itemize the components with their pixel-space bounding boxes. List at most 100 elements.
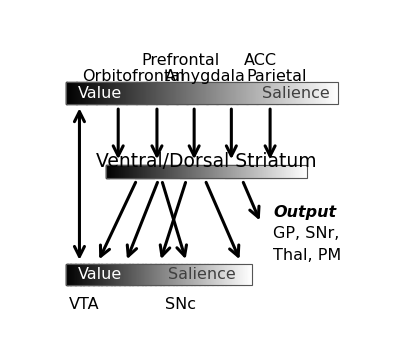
- Bar: [282, 82, 283, 104]
- Bar: [227, 82, 228, 104]
- Bar: [186, 264, 187, 284]
- Bar: [133, 264, 134, 284]
- Bar: [219, 165, 220, 178]
- Bar: [161, 264, 162, 284]
- Bar: [263, 82, 264, 104]
- Bar: [175, 264, 176, 284]
- Bar: [80, 82, 81, 104]
- Bar: [126, 82, 128, 104]
- Bar: [267, 82, 268, 104]
- Bar: [178, 264, 179, 284]
- Bar: [70, 264, 71, 284]
- Bar: [306, 82, 307, 104]
- FancyArrowPatch shape: [189, 109, 199, 156]
- Bar: [119, 82, 120, 104]
- Bar: [167, 264, 168, 284]
- Bar: [223, 165, 224, 178]
- Bar: [247, 82, 248, 104]
- Bar: [173, 264, 174, 284]
- Bar: [85, 264, 86, 284]
- Bar: [322, 82, 323, 104]
- Bar: [141, 264, 142, 284]
- Bar: [246, 82, 247, 104]
- Bar: [291, 165, 292, 178]
- Bar: [303, 82, 304, 104]
- Bar: [201, 264, 202, 284]
- Bar: [232, 264, 233, 284]
- Bar: [134, 264, 135, 284]
- Bar: [169, 165, 170, 178]
- Bar: [282, 165, 283, 178]
- Bar: [161, 82, 162, 104]
- Bar: [111, 264, 112, 284]
- Bar: [135, 264, 136, 284]
- Bar: [139, 82, 140, 104]
- Bar: [192, 165, 193, 178]
- Bar: [253, 165, 254, 178]
- Bar: [220, 165, 221, 178]
- Bar: [337, 82, 338, 104]
- Bar: [205, 82, 206, 104]
- Bar: [316, 82, 317, 104]
- Bar: [209, 264, 210, 284]
- Bar: [135, 165, 136, 178]
- Bar: [238, 165, 239, 178]
- Bar: [245, 165, 246, 178]
- Bar: [331, 82, 332, 104]
- Bar: [188, 82, 189, 104]
- Bar: [283, 82, 284, 104]
- Bar: [67, 82, 68, 104]
- Bar: [129, 264, 130, 284]
- Bar: [125, 264, 126, 284]
- Bar: [260, 165, 261, 178]
- Bar: [137, 82, 138, 104]
- Bar: [72, 264, 73, 284]
- Bar: [172, 165, 173, 178]
- Bar: [121, 264, 122, 284]
- Bar: [265, 82, 266, 104]
- Bar: [156, 82, 158, 104]
- Bar: [128, 82, 129, 104]
- Bar: [253, 82, 254, 104]
- Bar: [313, 82, 314, 104]
- Bar: [204, 165, 205, 178]
- Bar: [249, 165, 250, 178]
- Bar: [238, 82, 239, 104]
- Bar: [74, 82, 75, 104]
- Bar: [284, 165, 285, 178]
- Bar: [136, 264, 137, 284]
- Bar: [216, 82, 218, 104]
- Bar: [142, 264, 143, 284]
- Bar: [141, 165, 142, 178]
- Bar: [157, 165, 158, 178]
- Bar: [211, 264, 212, 284]
- Bar: [204, 165, 205, 178]
- Bar: [262, 82, 263, 104]
- Bar: [228, 82, 229, 104]
- Bar: [118, 165, 119, 178]
- Bar: [122, 264, 123, 284]
- Bar: [174, 165, 175, 178]
- Bar: [181, 264, 182, 284]
- Bar: [212, 165, 213, 178]
- Bar: [166, 82, 168, 104]
- Bar: [225, 82, 226, 104]
- Bar: [278, 82, 279, 104]
- Bar: [298, 82, 299, 104]
- Bar: [216, 264, 217, 284]
- Text: Amygdala: Amygdala: [164, 69, 246, 84]
- Bar: [121, 165, 122, 178]
- Bar: [245, 264, 246, 284]
- Bar: [298, 165, 299, 178]
- Bar: [236, 82, 237, 104]
- Bar: [296, 165, 297, 178]
- Bar: [118, 165, 119, 178]
- Bar: [104, 82, 105, 104]
- Bar: [215, 82, 216, 104]
- Bar: [89, 82, 90, 104]
- Bar: [181, 165, 182, 178]
- Bar: [296, 82, 298, 104]
- Bar: [281, 165, 282, 178]
- Bar: [228, 264, 229, 284]
- Bar: [113, 82, 114, 104]
